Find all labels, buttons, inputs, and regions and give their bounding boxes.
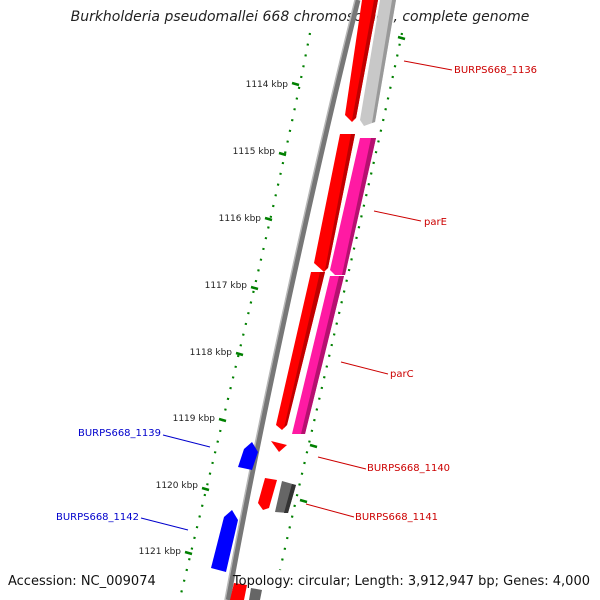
gene-arrow-parC-reverse-shadow bbox=[301, 276, 344, 434]
gene-label-1140[interactable]: BURPS668_1140 bbox=[367, 463, 450, 474]
leader-line-parC bbox=[340, 361, 389, 375]
outer-tick bbox=[309, 443, 318, 449]
outer-tick bbox=[397, 35, 406, 41]
outer-tick bbox=[299, 498, 308, 504]
genome-stats-text: Topology: circular; Length: 3,912,947 bp… bbox=[232, 574, 590, 589]
kbp-tick-1120: 1120 kbp bbox=[156, 481, 210, 492]
backbone-highlight bbox=[224, 0, 356, 600]
gene-arrow-parE-reverse-shadow bbox=[342, 138, 376, 275]
gene-label-parE[interactable]: parE bbox=[424, 217, 447, 228]
kbp-tick-label: 1116 kbp bbox=[219, 214, 262, 224]
gene-arrow-1139[interactable] bbox=[238, 442, 258, 470]
kbp-tick-1116: 1116 kbp bbox=[219, 214, 273, 224]
gene-arrow-1136-shadow bbox=[352, 0, 378, 120]
outer-tick-track bbox=[278, 32, 404, 571]
accession-text: Accession: NC_009074 bbox=[8, 574, 156, 589]
gene-arrow-1140[interactable] bbox=[271, 441, 287, 452]
kbp-tick-label: 1115 kbp bbox=[233, 147, 276, 157]
gene-arrow-parE-forward-shadow bbox=[325, 134, 355, 270]
genome-title: Burkholderia pseudomallei 668 chromosome… bbox=[70, 9, 530, 25]
leader-line-1139 bbox=[162, 434, 211, 448]
kbp-tick-1114: 1114 kbp bbox=[246, 80, 300, 90]
kbp-tick-1118: 1118 kbp bbox=[190, 348, 244, 358]
kbp-tick-label: 1119 kbp bbox=[173, 414, 216, 424]
gene-arrow-1141-forward[interactable] bbox=[258, 478, 277, 510]
gene-label-parC[interactable]: parC bbox=[390, 369, 414, 380]
gene-label-1142[interactable]: BURPS668_1142 bbox=[56, 512, 139, 523]
gene-label-1139[interactable]: BURPS668_1139 bbox=[78, 428, 161, 439]
kbp-tick-1121: 1121 kbp bbox=[139, 547, 193, 557]
kbp-tick-1119: 1119 kbp bbox=[173, 414, 227, 424]
gene-arrow-1141-gray-shadow bbox=[284, 484, 296, 513]
gene-label-1141[interactable]: BURPS668_1141 bbox=[355, 512, 438, 523]
kbp-tick-1115: 1115 kbp bbox=[233, 147, 287, 157]
leader-line-1141 bbox=[305, 503, 355, 518]
gene-arrow-1136-reverse-shadow bbox=[372, 0, 396, 123]
gene-arrow-1142[interactable] bbox=[211, 510, 238, 572]
leader-line-1142 bbox=[140, 517, 189, 531]
leader-line-1140 bbox=[317, 456, 367, 470]
backbone-line bbox=[225, 0, 361, 600]
kbp-tick-label: 1117 kbp bbox=[205, 281, 248, 291]
leader-line-parE bbox=[373, 210, 422, 222]
gene-arrow-bottom-forward[interactable] bbox=[230, 583, 247, 600]
leader-line-1136 bbox=[403, 60, 453, 71]
gene-label-1136[interactable]: BURPS668_1136 bbox=[454, 65, 537, 76]
kbp-tick-label: 1120 kbp bbox=[156, 481, 199, 491]
inner-tick-track bbox=[178, 32, 312, 599]
gene-arrow-parC-forward-shadow bbox=[284, 272, 325, 428]
kbp-tick-label: 1118 kbp bbox=[190, 348, 233, 358]
kbp-tick-1117: 1117 kbp bbox=[205, 281, 259, 291]
kbp-tick-label: 1114 kbp bbox=[246, 80, 289, 90]
kbp-tick-label: 1121 kbp bbox=[139, 547, 182, 557]
gene-arrow-bottom-gray[interactable] bbox=[249, 588, 262, 600]
